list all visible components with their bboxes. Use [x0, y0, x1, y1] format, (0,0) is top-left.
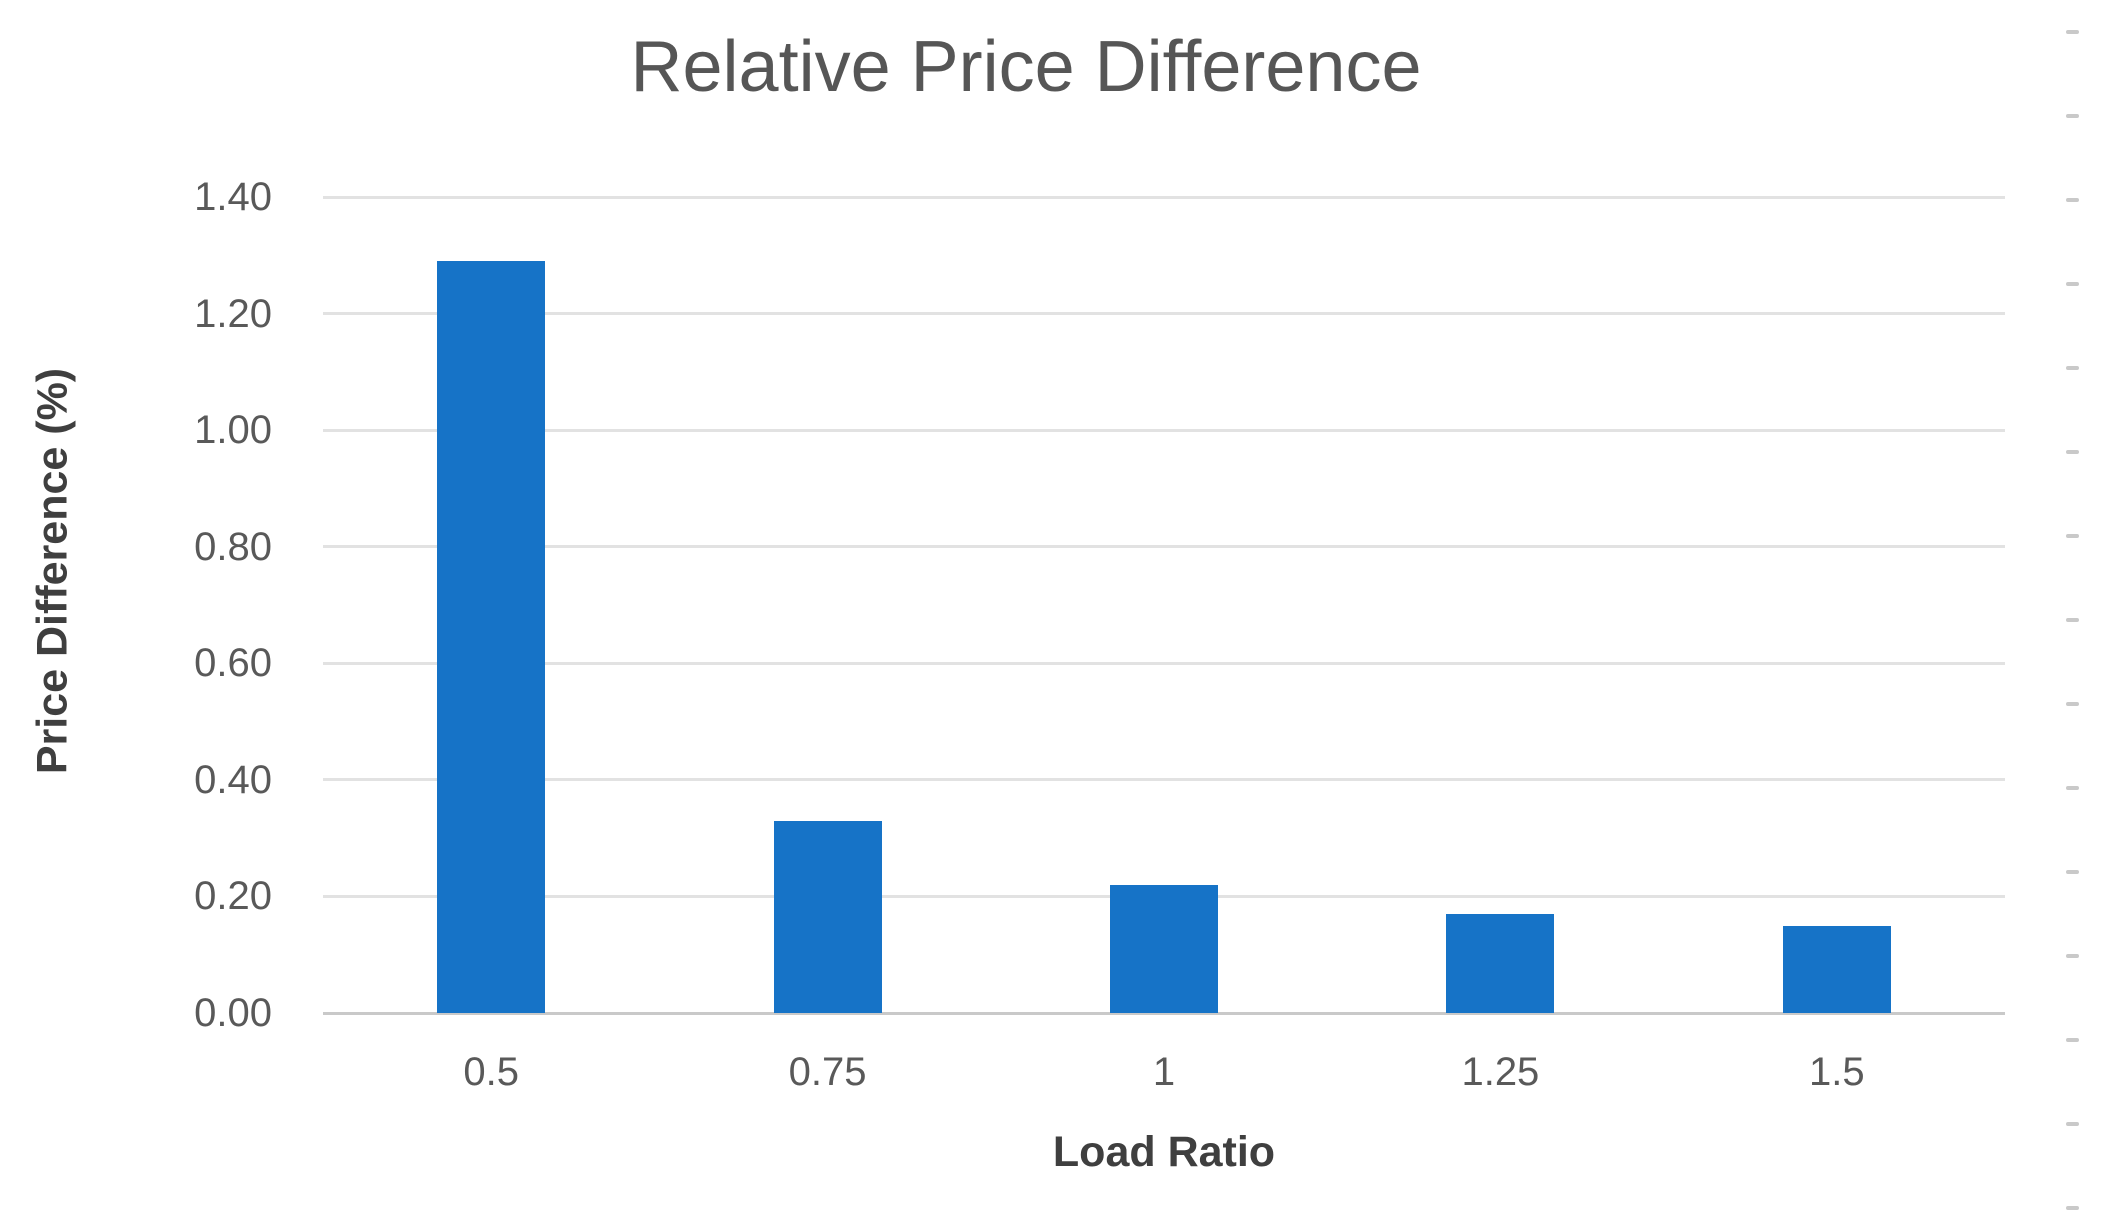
y-tick-label: 1.20 — [194, 291, 272, 336]
x-axis-title: Load Ratio — [1052, 1128, 1276, 1176]
bar — [1782, 925, 1891, 1013]
edge-dash — [2066, 1206, 2079, 1210]
bar — [1446, 913, 1555, 1013]
edge-dash — [2066, 534, 2079, 538]
y-tick-label: 1.00 — [194, 408, 272, 453]
gridline — [323, 312, 2005, 316]
gridline — [323, 661, 2005, 665]
y-tick-label: 0.80 — [194, 524, 272, 569]
plot-area — [323, 195, 2005, 1015]
y-tick-label: 1.40 — [194, 175, 272, 219]
edge-dash — [2066, 870, 2079, 874]
chart-title: Relative Price Difference — [630, 27, 1422, 107]
bar — [773, 820, 882, 1013]
y-tick-label: 0.00 — [194, 991, 272, 1035]
gridline — [323, 778, 2005, 782]
edge-dash — [2066, 786, 2079, 790]
y-tick-label: 0.20 — [194, 874, 272, 919]
gridline — [323, 428, 2005, 432]
edge-dash — [2066, 618, 2079, 622]
gridline — [323, 545, 2005, 549]
x-axis-baseline — [323, 1011, 2005, 1015]
edge-dash — [2066, 954, 2079, 958]
edge-dash — [2066, 1038, 2079, 1042]
bar — [1110, 884, 1218, 1013]
x-tick-label: 1 — [1152, 1050, 1176, 1094]
gridline — [323, 195, 2005, 199]
x-tick-label: 0.75 — [788, 1050, 867, 1094]
edge-dash — [2066, 366, 2079, 370]
edge-dash — [2066, 702, 2079, 706]
x-tick-label: 1.25 — [1461, 1050, 1540, 1094]
x-tick-label: 1.5 — [1808, 1050, 1865, 1094]
edge-dash — [2066, 198, 2079, 202]
edge-dash — [2066, 450, 2079, 454]
y-tick-label: 0.60 — [194, 641, 272, 686]
x-tick-label: 0.5 — [463, 1050, 519, 1094]
edge-dash — [2066, 1122, 2079, 1126]
bar — [437, 261, 546, 1013]
y-tick-label: 0.40 — [194, 757, 272, 802]
edge-dash — [2066, 30, 2079, 34]
edge-dash — [2066, 282, 2079, 286]
edge-dash — [2066, 114, 2079, 118]
